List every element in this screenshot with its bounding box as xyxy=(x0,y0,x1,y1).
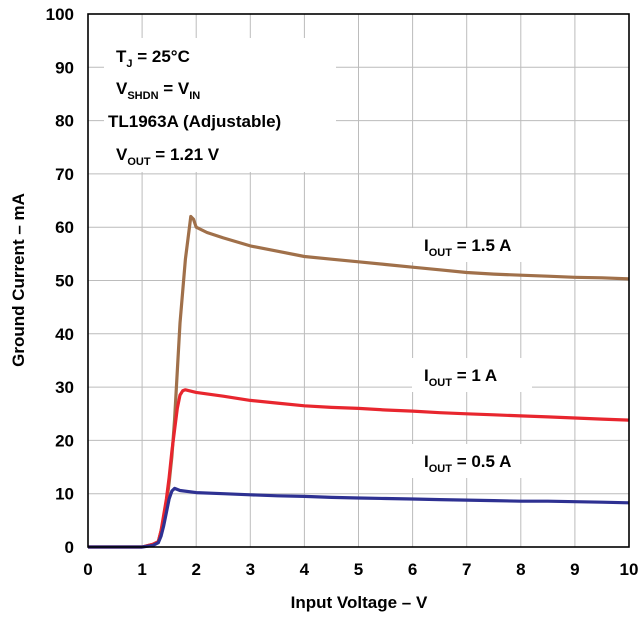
x-tick-label-5: 5 xyxy=(354,560,363,579)
x-tick-label-10: 10 xyxy=(620,560,639,579)
series-label-0-5a: IOUT = 0.5 A xyxy=(424,452,511,475)
x-tick-label-4: 4 xyxy=(300,560,310,579)
y-axis-title: Ground Current – mA xyxy=(9,193,28,367)
series-layer xyxy=(88,214,630,549)
y-tick-label-4: 40 xyxy=(55,325,74,344)
condition-tj: TJ = 25°C xyxy=(116,47,190,70)
x-tick-label-6: 6 xyxy=(408,560,417,579)
y-tick-label-2: 20 xyxy=(55,431,74,450)
x-tick-label-7: 7 xyxy=(462,560,471,579)
series-label-1-5a: IOUT = 1.5 A xyxy=(424,236,511,259)
y-tick-label-5: 50 xyxy=(55,272,74,291)
condition-vout: VOUT = 1.21 V xyxy=(116,145,220,168)
series-line-2 xyxy=(88,486,630,549)
plot-frame xyxy=(87,13,630,548)
x-tick-label-8: 8 xyxy=(516,560,525,579)
y-tick-label-7: 70 xyxy=(55,165,74,184)
label-background-3 xyxy=(412,444,552,478)
label-background-0 xyxy=(104,38,336,172)
y-tick-label-0: 0 xyxy=(65,538,74,557)
y-tick-label-3: 30 xyxy=(55,378,74,397)
y-tick-label-8: 80 xyxy=(55,112,74,131)
y-tick-label-1: 10 xyxy=(55,485,74,504)
conditions-block: TJ = 25°C VSHDN = VIN TL1963A (Adjustabl… xyxy=(108,47,281,168)
x-tick-label-2: 2 xyxy=(191,560,200,579)
series-label-1a: IOUT = 1 A xyxy=(424,366,497,389)
y-tick-label-10: 100 xyxy=(46,5,74,24)
x-tick-label-3: 3 xyxy=(246,560,255,579)
condition-device: TL1963A (Adjustable) xyxy=(108,112,281,131)
x-tick-label-1: 1 xyxy=(137,560,146,579)
y-tick-label-9: 90 xyxy=(55,58,74,77)
x-tick-label-0: 0 xyxy=(83,560,92,579)
label-background-2 xyxy=(412,358,532,392)
x-tick-label-9: 9 xyxy=(570,560,579,579)
x-axis-title: Input Voltage – V xyxy=(291,593,428,612)
label-background-1 xyxy=(412,228,562,262)
y-tick-label-6: 60 xyxy=(55,218,74,237)
condition-vshdn: VSHDN = VIN xyxy=(116,79,200,102)
